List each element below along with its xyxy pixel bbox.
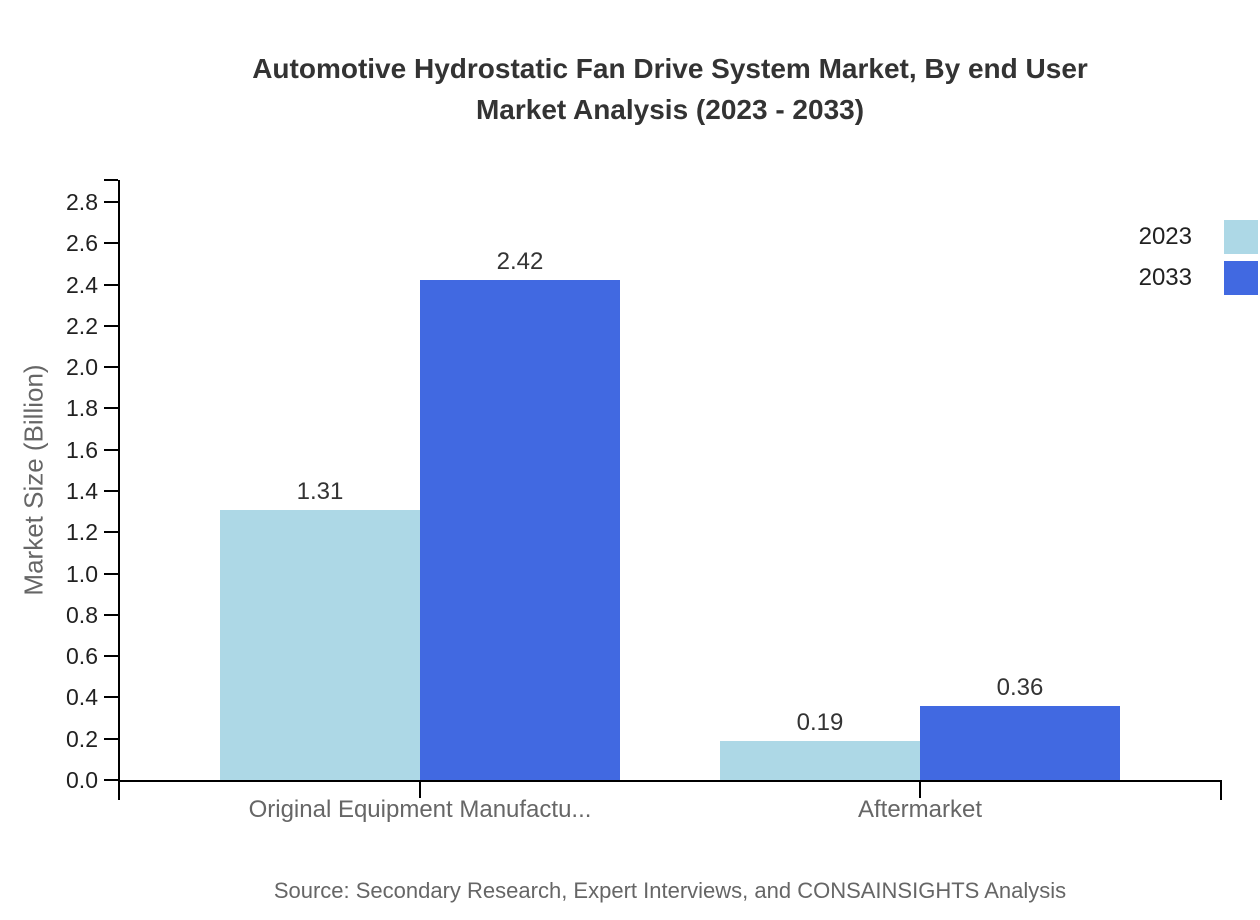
bar-value-label: 0.19 (796, 708, 844, 736)
x-tick (919, 780, 921, 798)
y-tick-label: 0.6 (66, 643, 98, 670)
y-tick (104, 613, 118, 616)
y-tick-label: 0.4 (66, 684, 98, 711)
bar-2023 (220, 509, 420, 780)
y-tick-label: 2.2 (66, 312, 98, 339)
y-tick (104, 448, 118, 451)
bar-2033 (920, 705, 1120, 780)
legend-item-2023: 2023 (1139, 220, 1258, 254)
y-tick (104, 490, 118, 492)
chart-title-line1: Automotive Hydrostatic Fan Drive System … (252, 53, 1088, 84)
y-tick-label: 2.0 (66, 354, 98, 381)
y-axis-top-cap (104, 179, 118, 181)
y-tick-label: 0.0 (66, 767, 98, 793)
y-tick-label: 0.8 (66, 601, 98, 628)
legend: 2023 2033 (1139, 220, 1258, 295)
chart-title: Automotive Hydrostatic Fan Drive System … (80, 48, 1260, 130)
bar-2023 (720, 740, 920, 780)
y-tick-label: 1.4 (66, 478, 98, 504)
y-tick (104, 572, 118, 575)
y-tick (104, 201, 118, 203)
y-tick (104, 283, 118, 286)
y-tick (104, 779, 118, 781)
category-label: Original Equipment Manufactu... (248, 796, 592, 823)
y-tick (104, 324, 118, 327)
y-tick-label: 2.4 (66, 271, 98, 298)
legend-swatch-2033 (1224, 261, 1258, 295)
y-tick-label: 1.2 (66, 519, 98, 546)
y-tick (104, 737, 118, 740)
source-note: Source: Secondary Research, Expert Inter… (273, 878, 1067, 903)
y-tick-label: 2.6 (66, 230, 98, 257)
y-tick (104, 242, 118, 245)
y-tick-label: 1.6 (66, 436, 98, 463)
bar-value-label: 1.31 (296, 477, 344, 505)
y-tick (104, 655, 118, 658)
y-tick-label: 1.8 (66, 395, 98, 422)
y-axis-spine (118, 180, 120, 800)
x-axis-spine (118, 780, 1222, 782)
x-axis-end-tick (1220, 780, 1222, 800)
legend-swatch-2023 (1224, 220, 1258, 254)
legend-label-2033: 2033 (1138, 264, 1192, 291)
y-tick-label: 1.0 (66, 560, 98, 587)
y-tick (104, 366, 118, 369)
y-tick-label: 0.2 (66, 725, 98, 752)
legend-item-2033: 2033 (1139, 261, 1258, 295)
y-tick-label: 2.8 (66, 189, 98, 215)
y-tick (104, 407, 118, 410)
chart-title-line2: Market Analysis (2023 - 2033) (475, 94, 865, 125)
y-tick (104, 531, 118, 534)
y-tick (104, 696, 118, 699)
category-label: Aftermarket (857, 796, 983, 823)
bar-value-label: 0.36 (996, 673, 1044, 701)
legend-label-2023: 2023 (1138, 223, 1192, 250)
bar-value-label: 2.42 (496, 248, 544, 276)
bar-2033 (420, 280, 620, 780)
x-tick (419, 780, 421, 798)
